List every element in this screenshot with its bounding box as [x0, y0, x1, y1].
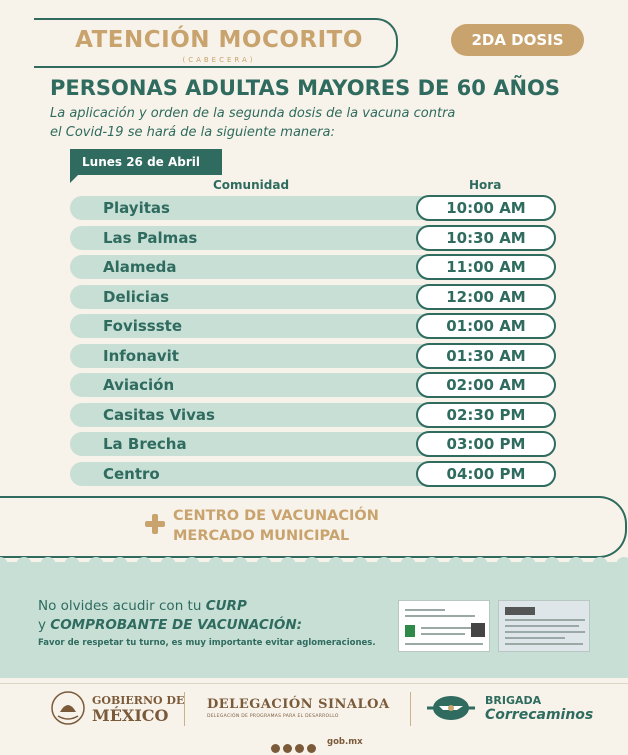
row-bar: [70, 402, 430, 427]
plus-icon: [145, 514, 165, 534]
community-name: Las Palmas: [103, 228, 198, 247]
time-pill: 12:00 AM: [416, 283, 556, 310]
table-row: Casitas Vivas 02:30 PM: [70, 401, 556, 431]
reminder-curp: CURP: [205, 598, 247, 614]
website-link[interactable]: gob.mx: [327, 737, 363, 747]
reminder-line-1-text: No olvides acudir con tu: [38, 598, 206, 614]
youtube-icon[interactable]: [307, 744, 316, 753]
community-name: Aviación: [103, 376, 175, 394]
social-icons: [271, 738, 319, 753]
community-name: Alameda: [103, 258, 177, 276]
row-bar: [70, 461, 430, 486]
time-pill: 02:30 PM: [416, 401, 556, 428]
scallop-border: [0, 557, 628, 570]
community-name: Infonavit: [103, 346, 179, 365]
schedule-table: Playitas 10:00 AM Las Palmas 10:30 AM Al…: [70, 194, 556, 489]
footer-separator: [410, 692, 411, 726]
table-row: Alameda 11:00 AM: [70, 253, 556, 283]
page-title: ATENCIÓN MOCORITO: [75, 27, 363, 53]
title-frame: ATENCIÓN MOCORITO (CABECERA): [34, 18, 398, 68]
community-name: Delicias: [103, 287, 169, 306]
description-line-1: La aplicación y orden de la segunda dosi…: [50, 106, 456, 121]
time-pill: 02:00 AM: [416, 372, 556, 398]
correcaminos-label: Correcaminos: [485, 707, 594, 723]
venue-frame: [0, 496, 627, 558]
dose-badge: 2DA DOSIS: [451, 24, 584, 56]
reminder-line-2-text: y: [38, 617, 51, 633]
time-pill: 10:30 AM: [416, 224, 556, 251]
time-pill: 11:00 AM: [416, 254, 556, 280]
time-pill: 03:00 PM: [416, 431, 556, 457]
time-pill: 04:00 PM: [416, 460, 556, 487]
brigada-label: BRIGADA: [485, 694, 542, 707]
row-bar: [70, 284, 430, 309]
table-row: Delicias 12:00 AM: [70, 283, 556, 313]
roadrunner-logo-icon: [427, 696, 475, 720]
delegation-subtitle: DELEGACIÓN DE PROGRAMAS PARA EL DESARROL…: [207, 714, 339, 719]
community-name: La Brecha: [103, 435, 187, 453]
table-row: Playitas 10:00 AM: [70, 194, 556, 224]
row-bar: [70, 196, 430, 220]
table-row: Fovissste 01:00 AM: [70, 312, 556, 342]
reminder-line-1: No olvides acudir con tu CURP: [38, 598, 247, 614]
community-name: Fovissste: [103, 317, 182, 335]
table-row: La Brecha 03:00 PM: [70, 430, 556, 460]
table-row: Aviación 02:00 AM: [70, 371, 556, 401]
community-name: Casitas Vivas: [103, 405, 215, 424]
twitter-icon[interactable]: [283, 744, 292, 753]
venue-line-2: MERCADO MUNICIPAL: [173, 528, 350, 544]
row-bar: [70, 314, 430, 338]
description-line-2: el Covid-19 se hará de la siguiente mane…: [50, 125, 335, 140]
mexico-coat-of-arms-icon: [51, 691, 85, 725]
table-row: Infonavit 01:30 AM: [70, 342, 556, 372]
row-bar: [70, 373, 430, 397]
gov-label-line-1: GOBIERNO DE: [92, 694, 185, 707]
venue-line-1: CENTRO DE VACUNACIÓN: [173, 508, 379, 524]
date-tab: Lunes 26 de Abril: [70, 149, 222, 183]
footer-separator: [184, 692, 185, 726]
footer-divider: [0, 683, 628, 684]
time-pill: 01:00 AM: [416, 313, 556, 339]
row-bar: [70, 225, 430, 250]
time-pill: 01:30 AM: [416, 342, 556, 369]
instagram-icon[interactable]: [295, 744, 304, 753]
delegation-title: DELEGACIÓN SINALOA: [207, 697, 390, 712]
row-bar: [70, 255, 430, 279]
row-bar: [70, 343, 430, 368]
main-heading: PERSONAS ADULTAS MAYORES DE 60 AÑOS: [50, 76, 560, 100]
gov-label-line-2: MÉXICO: [92, 706, 169, 725]
curp-document-image: [398, 600, 490, 652]
reminder-line-2: y COMPROBANTE DE VACUNACIÓN:: [38, 617, 302, 633]
row-bar: [70, 432, 430, 456]
page-subtitle: (CABECERA): [182, 56, 256, 64]
reminder-note: Favor de respetar tu turno, es muy impor…: [38, 638, 376, 648]
column-header-time: Hora: [469, 178, 502, 192]
vaccination-certificate-image: [498, 600, 590, 652]
column-header-community: Comunidad: [213, 178, 290, 192]
time-pill: 10:00 AM: [416, 195, 556, 221]
description: La aplicación y orden de la segunda dosi…: [50, 104, 520, 142]
community-name: Playitas: [103, 199, 170, 217]
table-row: Las Palmas 10:30 AM: [70, 224, 556, 254]
table-row: Centro 04:00 PM: [70, 460, 556, 490]
facebook-icon[interactable]: [271, 744, 280, 753]
community-name: Centro: [103, 464, 160, 483]
reminder-comprobante: COMPROBANTE DE VACUNACIÓN:: [50, 617, 303, 633]
